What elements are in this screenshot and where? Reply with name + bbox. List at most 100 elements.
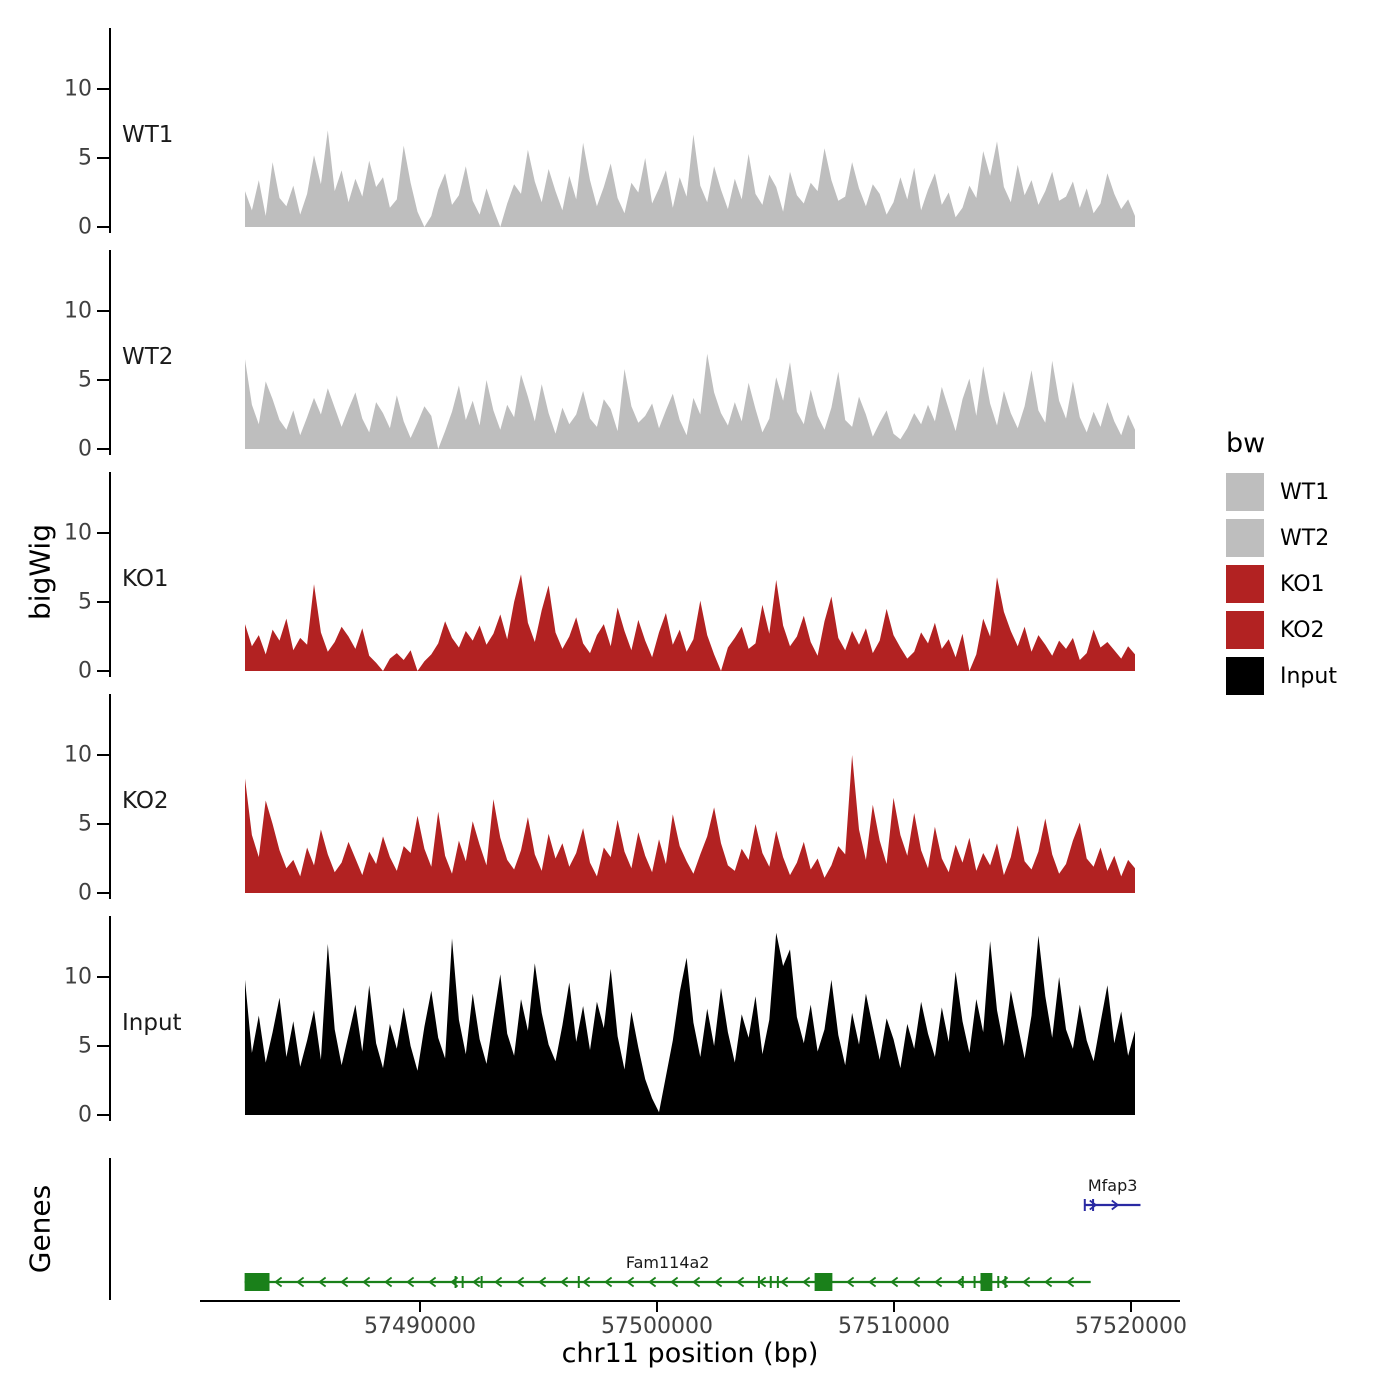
track-label-ko1: KO1 [122, 566, 169, 592]
strand-arrow-icon [318, 1276, 327, 1288]
strand-arrow-icon [296, 1276, 305, 1288]
legend-swatch [1226, 473, 1264, 511]
legend-title: bw [1226, 428, 1266, 459]
y-axis-line [109, 28, 111, 233]
strand-arrow-icon [538, 1276, 547, 1288]
legend-entry-label: WT2 [1280, 525, 1330, 551]
strand-arrow-icon [1022, 1276, 1031, 1288]
y-axis-line [109, 472, 111, 677]
y-tick-label: 5 [78, 145, 92, 171]
legend-swatch [1226, 519, 1264, 557]
y-tick-10 [97, 976, 110, 978]
y-tick-label: 0 [78, 658, 92, 684]
strand-arrow-icon [582, 1276, 591, 1288]
y-tick-10 [97, 310, 110, 312]
y-tick-label: 10 [64, 742, 92, 768]
legend-entry-label: Input [1280, 663, 1337, 689]
coverage-area-WT1 [245, 130, 1135, 227]
strand-arrow-icon [1111, 1199, 1120, 1211]
exon-box [814, 1273, 833, 1291]
legend-entry-ko2: KO2 [1226, 611, 1337, 649]
strand-arrow-icon [780, 1276, 789, 1288]
strand-arrow-icon [1044, 1276, 1053, 1288]
y-tick-label: 0 [78, 436, 92, 462]
x-axis-tick [656, 1302, 658, 1312]
track-panel-wt2: 10 5 0 WT2 [0, 250, 1180, 462]
strand-arrow-icon [714, 1276, 723, 1288]
genes-panel: Fam114a2 Mfap3 [0, 1158, 1180, 1300]
y-tick-label: 0 [78, 214, 92, 240]
y-tick-label: 5 [78, 811, 92, 837]
y-tick-0 [97, 892, 110, 894]
strand-arrow-icon [956, 1276, 965, 1288]
legend-entry-label: KO1 [1280, 571, 1325, 597]
legend-entry-input: Input [1226, 657, 1337, 695]
strand-arrow-icon [1066, 1276, 1075, 1288]
strand-arrow-icon [626, 1276, 635, 1288]
legend-swatch [1226, 611, 1264, 649]
legend: bw WT1 WT2 KO1 KO2 Input [1226, 428, 1337, 703]
strand-arrow-icon [890, 1276, 899, 1288]
y-axis-line [109, 250, 111, 455]
gene-models: Fam114a2 Mfap3 [244, 1176, 1141, 1291]
y-tick-10 [97, 88, 110, 90]
x-axis-tick [1130, 1302, 1132, 1312]
x-axis-line [200, 1300, 1180, 1302]
track-panel-ko2: 10 5 0 KO2 [0, 694, 1180, 906]
y-tick-10 [97, 532, 110, 534]
y-tick-5 [97, 157, 110, 159]
y-tick-label: 5 [78, 1033, 92, 1059]
legend-entry-label: KO2 [1280, 617, 1325, 643]
strand-arrow-icon [384, 1276, 393, 1288]
track-panel-ko1: 10 5 0 KO1 [0, 472, 1180, 684]
strand-arrow-icon [736, 1276, 745, 1288]
legend-entry-wt2: WT2 [1226, 519, 1337, 557]
strand-arrow-icon [692, 1276, 701, 1288]
x-axis-tick [419, 1302, 421, 1312]
x-axis-tick [893, 1302, 895, 1312]
exon-box [980, 1273, 993, 1291]
strand-arrow-icon [912, 1276, 921, 1288]
y-tick-label: 0 [78, 880, 92, 906]
strand-arrow-icon [560, 1276, 569, 1288]
y-tick-label: 10 [64, 520, 92, 546]
y-tick-0 [97, 670, 110, 672]
strand-arrow-icon [934, 1276, 943, 1288]
legend-swatch [1226, 657, 1264, 695]
track-label-wt2: WT2 [122, 344, 174, 370]
y-tick-label: 10 [64, 964, 92, 990]
gene-label-fam114a2: Fam114a2 [626, 1253, 710, 1272]
strand-arrow-icon [648, 1276, 657, 1288]
coverage-signal-wt1 [245, 130, 1135, 227]
y-tick-5 [97, 379, 110, 381]
y-tick-label: 0 [78, 1102, 92, 1128]
strand-arrow-icon [604, 1276, 613, 1288]
coverage-signal-ko1 [245, 574, 1135, 671]
x-tick-label: 57490000 [364, 1314, 476, 1339]
y-tick-label: 10 [64, 76, 92, 102]
legend-entry-wt1: WT1 [1226, 473, 1337, 511]
strand-arrow-icon [472, 1276, 481, 1288]
y-tick-label: 10 [64, 298, 92, 324]
x-tick-label: 57520000 [1075, 1314, 1187, 1339]
track-panel-input: 10 5 0 Input [0, 916, 1180, 1128]
exon-box [244, 1273, 270, 1291]
coverage-signal-input [245, 932, 1135, 1115]
x-tick-label: 57500000 [601, 1314, 713, 1339]
y-tick-5 [97, 601, 110, 603]
y-tick-10 [97, 754, 110, 756]
legend-entries: WT1 WT2 KO1 KO2 Input [1226, 473, 1337, 695]
coverage-area-KO1 [245, 574, 1135, 671]
x-axis: 57490000 57500000 57510000 57520000 [200, 1300, 1187, 1346]
legend-entry-ko1: KO1 [1226, 565, 1337, 603]
track-label-wt1: WT1 [122, 122, 174, 148]
strand-arrow-icon [340, 1276, 349, 1288]
legend-entry-label: WT1 [1280, 479, 1330, 505]
coverage-area-KO2 [245, 755, 1135, 893]
strand-arrow-icon [362, 1276, 371, 1288]
y-tick-0 [97, 226, 110, 228]
track-label-ko2: KO2 [122, 788, 169, 814]
strand-arrow-icon [868, 1276, 877, 1288]
strand-arrow-icon [494, 1276, 503, 1288]
